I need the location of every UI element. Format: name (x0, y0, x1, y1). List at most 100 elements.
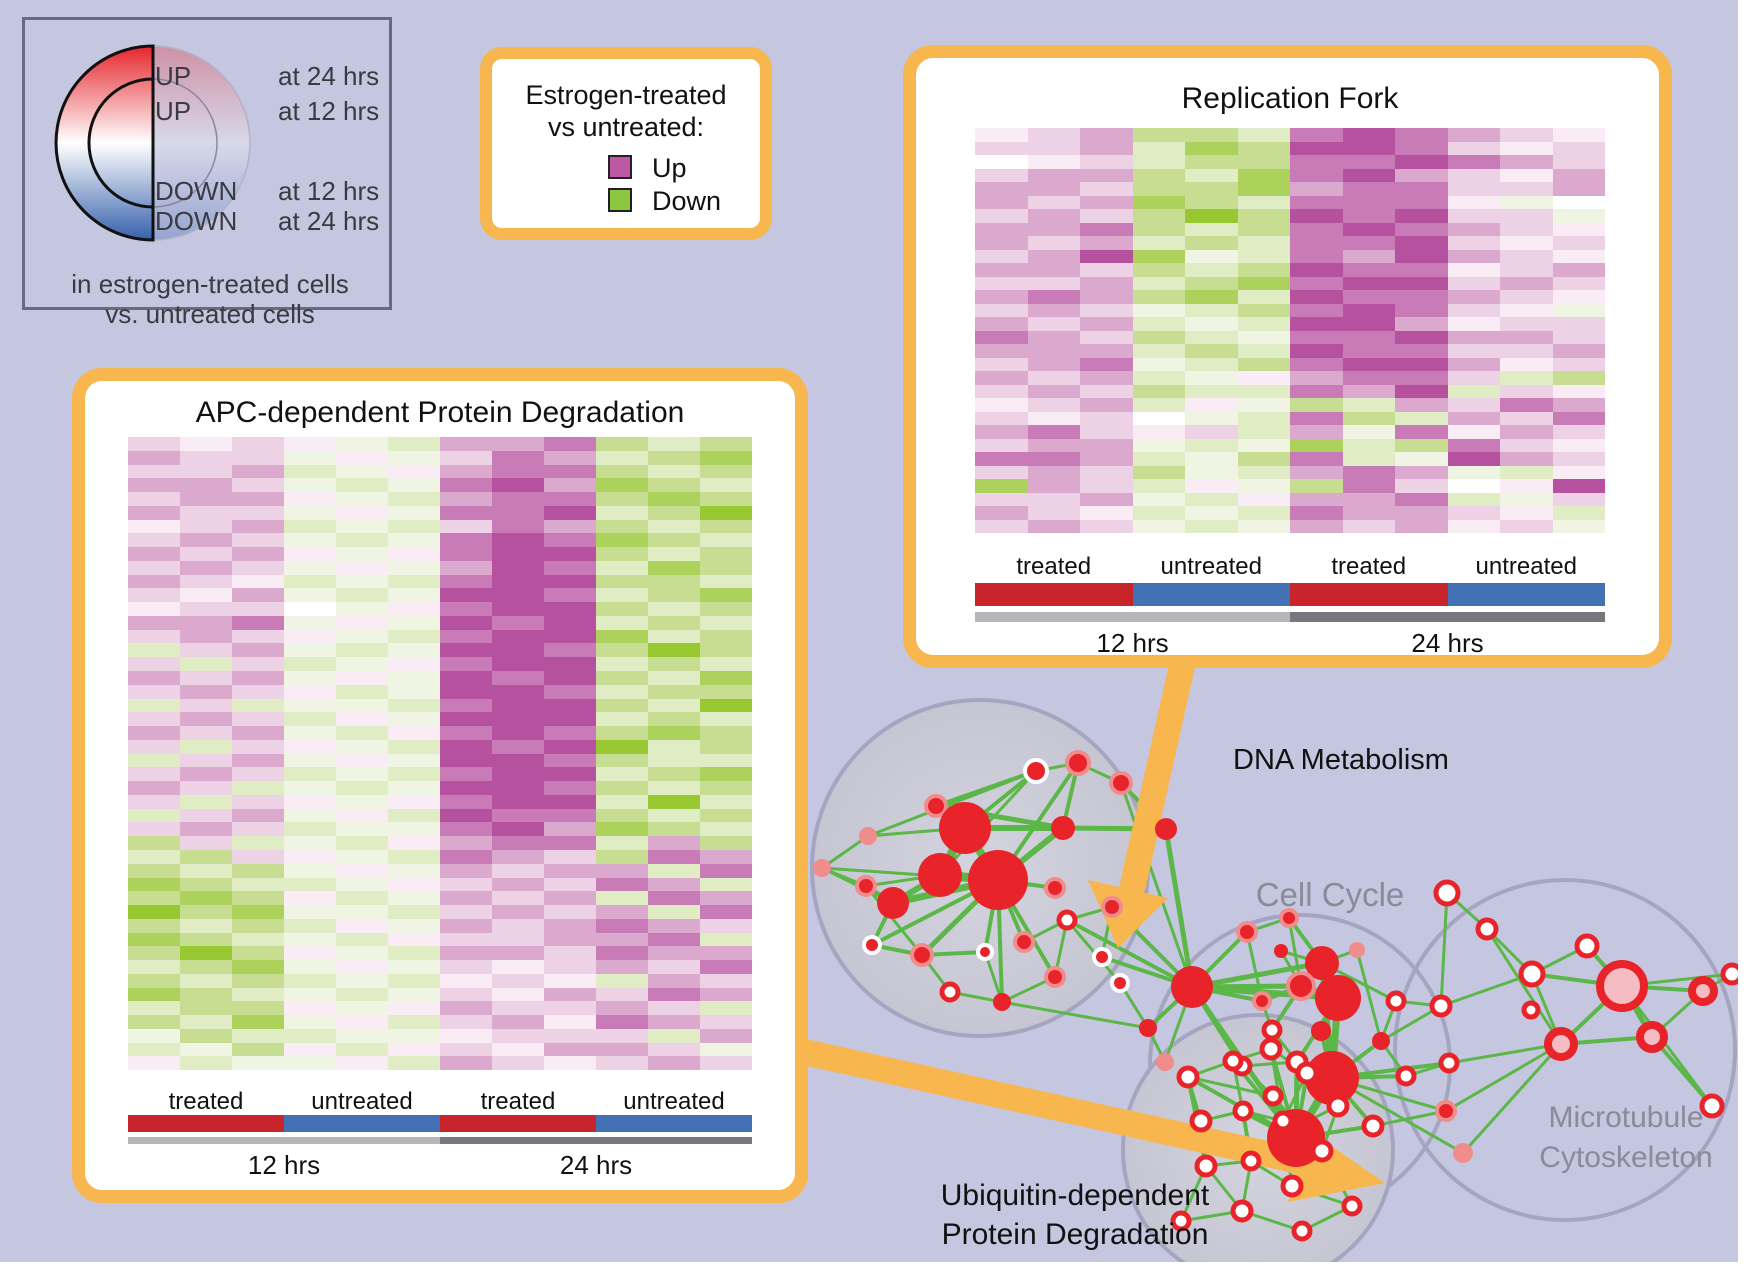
heatmap-cell (544, 657, 596, 672)
heatmap-cell (975, 425, 1028, 439)
heatmap-cell (336, 671, 388, 685)
heatmap-cell (1132, 168, 1185, 182)
heatmap-cell (1237, 317, 1290, 331)
heatmap-cell (1290, 249, 1343, 263)
heatmap-cell (975, 465, 1028, 479)
heatmap-cell (180, 739, 232, 754)
heatmap-cell (700, 505, 752, 520)
heatmap-cell (1132, 182, 1185, 196)
heatmap-cell (1290, 398, 1343, 412)
heatmap-cell (975, 303, 1028, 317)
down-color-swatch (608, 188, 632, 212)
heatmap-cell (440, 1015, 492, 1029)
heatmap-row (128, 698, 752, 713)
heatmap-cell (544, 547, 596, 561)
network-node (1574, 933, 1600, 959)
network-edge (1461, 1042, 1563, 1155)
heatmap-cell (128, 836, 180, 850)
heatmap-cell (232, 1001, 284, 1016)
heatmap-cell (1552, 141, 1605, 155)
heatmap-cell (1500, 317, 1553, 331)
heatmap-cell (336, 560, 388, 575)
heatmap-cell (648, 629, 700, 644)
heatmap-cell (700, 1028, 752, 1043)
heatmap-cell (544, 712, 596, 727)
heatmap-cell (232, 533, 284, 548)
network-node (1688, 976, 1718, 1006)
heatmap-cell (388, 698, 440, 713)
heatmap-cell (492, 588, 544, 603)
heatmap-cell (1447, 155, 1500, 169)
heatmap-cell (975, 398, 1028, 412)
heatmap-cell (440, 794, 492, 809)
color-legend-title-line1: Estrogen-treated (525, 80, 727, 110)
heatmap-row (128, 726, 752, 740)
heatmap-cell (1027, 236, 1080, 250)
heatmap-row (128, 1056, 752, 1071)
heatmap-cell (1447, 411, 1500, 425)
heatmap-cell (492, 863, 544, 878)
heatmap-cell (336, 726, 388, 740)
ring-row-direction: UP (155, 61, 192, 91)
heatmap-cell (596, 560, 648, 575)
heatmap-cell (440, 712, 492, 727)
heatmap-cell (180, 987, 232, 1002)
heatmap-cell (975, 506, 1028, 520)
heatmap-cell (700, 849, 752, 864)
heatmap-cell (700, 905, 752, 919)
heatmap-cell (544, 932, 596, 947)
heatmap-cell (1500, 182, 1553, 196)
heatmap-cell (1027, 344, 1080, 358)
heatmap-cell (544, 794, 596, 809)
heatmap-cell (700, 794, 752, 809)
heatmap-cell (492, 560, 544, 575)
heatmap-cell (1447, 398, 1500, 412)
heatmap-cell (388, 932, 440, 947)
network-node (1056, 909, 1078, 931)
heatmap-cell (700, 478, 752, 493)
heatmap-cell (1447, 506, 1500, 520)
heatmap-cell (1500, 128, 1553, 142)
heatmap-cell (284, 602, 336, 616)
heatmap-cell (128, 437, 180, 451)
heatmap-cell (492, 891, 544, 906)
heatmap-row (975, 303, 1605, 317)
heatmap-row (128, 1001, 752, 1016)
heatmap-cell (544, 808, 596, 823)
network-node (1435, 1100, 1457, 1122)
heatmap-cell (1395, 290, 1448, 304)
heatmap-cell (284, 464, 336, 479)
heatmap-cell (336, 684, 388, 699)
heatmap-row (128, 973, 752, 988)
heatmap-cell (1027, 195, 1080, 209)
heatmap-cell (232, 836, 284, 850)
heatmap-cell (1395, 452, 1448, 466)
heatmap-cell (596, 588, 648, 603)
heatmap-cell (544, 739, 596, 754)
heatmap-cell (648, 973, 700, 988)
heatmap-cell (1552, 222, 1605, 236)
heatmap-row (128, 657, 752, 672)
heatmap-cell (180, 1001, 232, 1016)
heatmap-cell (1552, 519, 1605, 533)
heatmap-cell (284, 588, 336, 603)
network-edge (1269, 1048, 1285, 1122)
heatmap-cell (1027, 276, 1080, 290)
heatmap-cell (284, 505, 336, 520)
heatmap-cell (1395, 371, 1448, 385)
heatmap-row (975, 182, 1605, 196)
heatmap-cell (284, 753, 336, 768)
heatmap-cell (440, 492, 492, 506)
heatmap-cell (1132, 371, 1185, 385)
heatmap-cell (440, 602, 492, 616)
network-edge (1440, 972, 1533, 1008)
heatmap-cell (336, 464, 388, 479)
heatmap-row (128, 863, 752, 878)
heatmap-cell (1290, 182, 1343, 196)
heatmap-cell (544, 973, 596, 988)
heatmap-cell (544, 877, 596, 892)
heatmap-cell (544, 849, 596, 864)
heatmap-cell (1290, 438, 1343, 452)
heatmap-cell (128, 794, 180, 809)
heatmap-cell (128, 808, 180, 823)
